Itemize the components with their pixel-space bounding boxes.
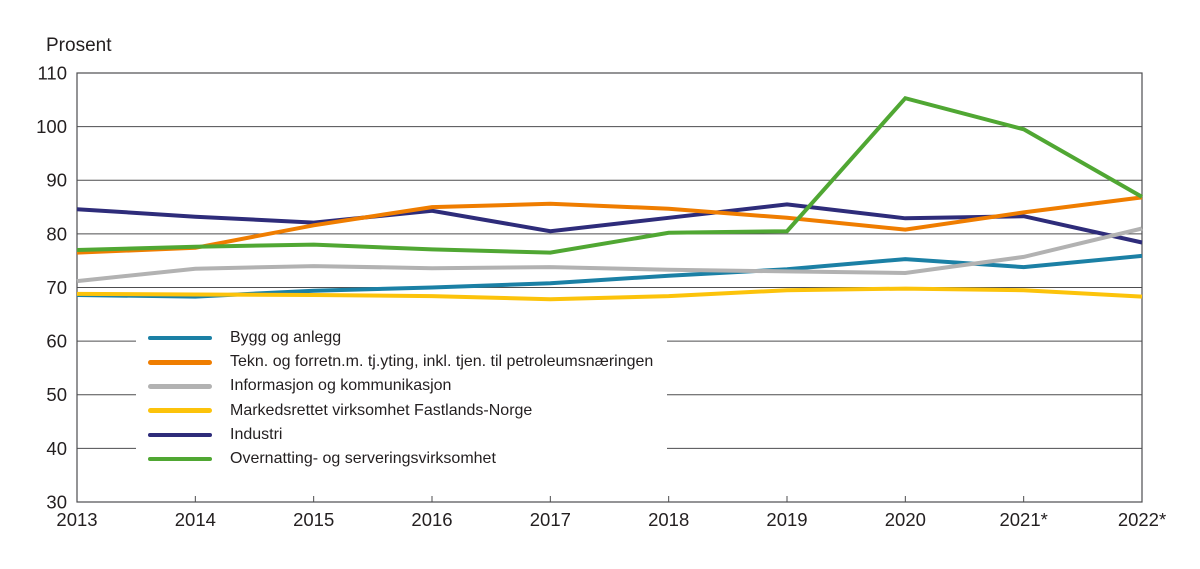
series-line-informasjon-og-kommunikasjon [76, 226, 1143, 284]
legend-item-overnatting-og-serveringsvirksomhet: Overnatting- og serveringsvirksomhet [148, 447, 653, 471]
x-tick-label: 2017 [530, 509, 571, 530]
legend-item-tekn-og-forretn-m-tj-yting-inkl-tjen-til: Tekn. og forretn.m. tj.yting, inkl. tjen… [148, 350, 653, 374]
legend-label: Informasjon og kommunikasjon [230, 377, 452, 395]
legend-item-industri: Industri [148, 423, 653, 447]
x-tick-label: 2014 [175, 509, 216, 530]
plot-border [76, 72, 1143, 503]
series-line-tekn-og-forretn-m-tj-yting-inkl-tjen-til [76, 195, 1143, 255]
legend-label: Tekn. og forretn.m. tj.yting, inkl. tjen… [230, 353, 654, 371]
y-tick-label: 30 [46, 491, 67, 512]
legend-item-markedsrettet-virksomhet-fastlands-norge: Markedsrettet virksomhet Fastlands-Norge [148, 399, 653, 423]
y-tick-label: 70 [46, 277, 67, 298]
y-tick-label: 60 [46, 331, 67, 352]
y-tick-label: 40 [46, 438, 67, 459]
x-tick-label: 2021* [999, 509, 1047, 530]
y-tick-label: 110 [38, 62, 68, 83]
legend-swatch-informasjon-og-kommunikasjon [148, 384, 212, 389]
y-tick-label: 80 [46, 223, 67, 244]
series-line-markedsrettet-virksomhet-fastlands-norge [76, 286, 1143, 302]
legend-item-informasjon-og-kommunikasjon: Informasjon og kommunikasjon [148, 374, 653, 398]
x-tick-label: 2013 [56, 509, 97, 530]
legend-label: Markedsrettet virksomhet Fastlands-Norge [230, 401, 533, 419]
y-axis-title: Prosent [46, 35, 112, 56]
legend-label: Industri [230, 425, 283, 443]
legend-label: Bygg og anlegg [230, 329, 342, 347]
legend-swatch-overnatting-og-serveringsvirksomhet [148, 456, 212, 462]
y-tick-label: 50 [46, 384, 67, 405]
legend-label: Overnatting- og serveringsvirksomhet [230, 450, 496, 468]
x-tick-label: 2020 [885, 509, 926, 530]
x-tick-label: 2019 [766, 509, 807, 530]
series-line-industri [76, 202, 1143, 245]
x-tick-label: 2018 [648, 509, 689, 530]
series-line-overnatting-og-serveringsvirksomhet [76, 95, 1143, 255]
x-tick-label: 2016 [411, 509, 452, 530]
legend-swatch-industri [148, 432, 212, 438]
y-tick-label: 100 [36, 116, 67, 137]
x-tick-label: 2022* [1118, 509, 1166, 530]
y-tick-label: 90 [46, 170, 67, 191]
legend-swatch-tekn-og-forretn-m-tj-yting-inkl-tjen-til [148, 359, 212, 365]
legend-swatch-bygg-og-anlegg [148, 335, 212, 341]
legend-item-bygg-og-anlegg: Bygg og anlegg [148, 326, 653, 350]
chart-legend: Bygg og anlegg Tekn. og forretn.m. tj.yti… [136, 326, 668, 472]
legend-swatch-markedsrettet-virksomhet-fastlands-norge [148, 408, 212, 413]
x-tick-label: 2015 [293, 509, 334, 530]
